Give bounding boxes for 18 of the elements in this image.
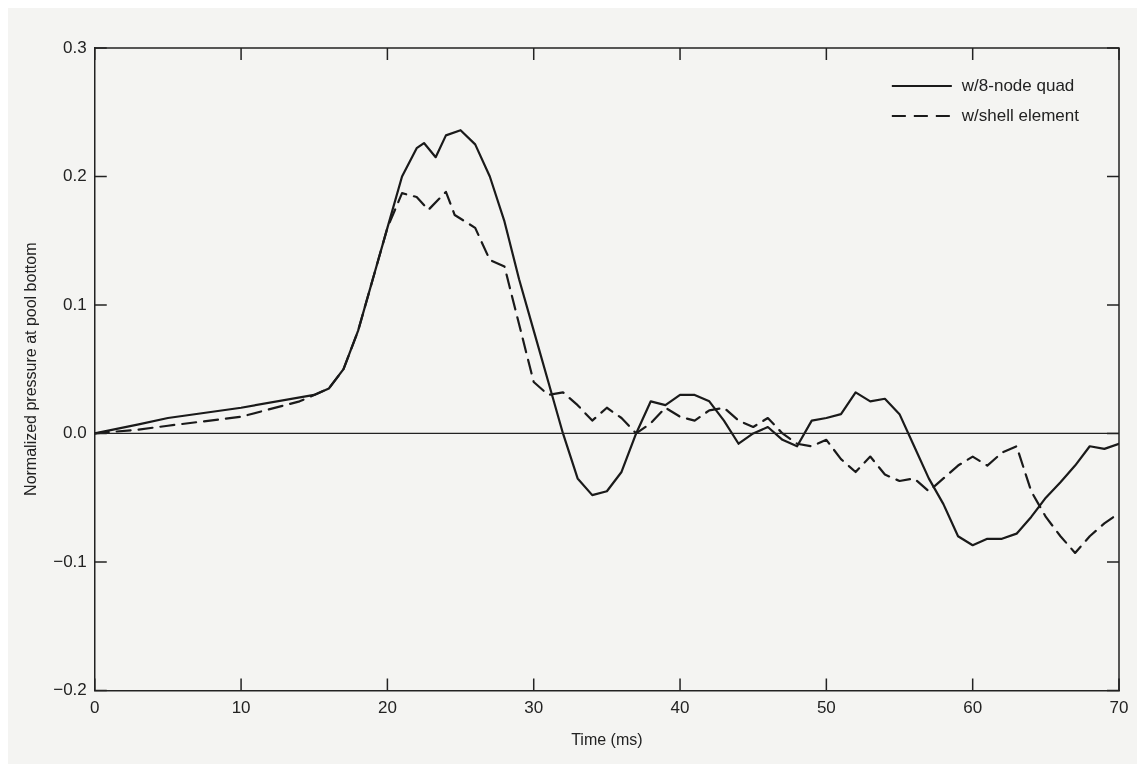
x-tick-label: 60 (963, 698, 983, 718)
y-tick-label: −0.2 (53, 680, 87, 700)
x-axis-title: Time (ms) (571, 730, 643, 748)
legend-label: w/8-node quad (960, 75, 1075, 95)
y-tick-label: 0.3 (63, 37, 87, 57)
y-tick-label: 0.0 (63, 423, 87, 443)
x-tick-label: 10 (231, 698, 251, 718)
y-axis-title: Normalized pressure at pool bottom (22, 242, 40, 496)
x-tick-label: 50 (816, 698, 836, 718)
x-tick-label: 30 (524, 698, 544, 718)
legend-label: w/shell element (960, 105, 1080, 125)
x-tick-label: 40 (670, 698, 690, 718)
x-tick-label: 70 (1109, 698, 1129, 718)
y-tick-label: −0.1 (53, 551, 87, 571)
y-tick-label: 0.1 (63, 294, 87, 314)
x-tick-label: 0 (90, 698, 100, 718)
y-tick-label: 0.2 (63, 166, 87, 186)
x-tick-label: 20 (377, 698, 397, 718)
